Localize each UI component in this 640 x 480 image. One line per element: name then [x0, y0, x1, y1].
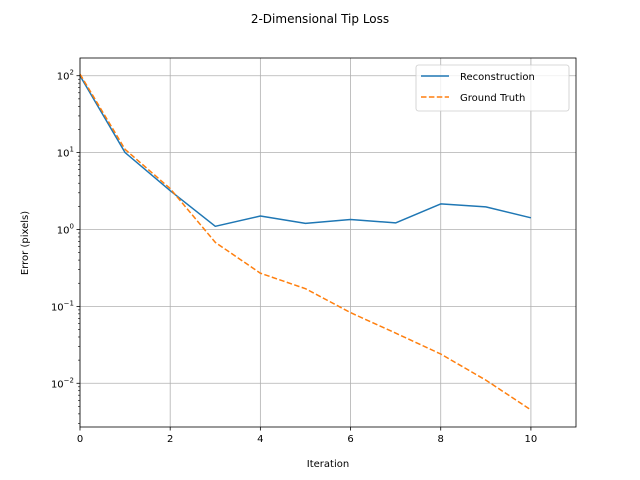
x-tick-label: 10: [525, 434, 538, 445]
y-tick-label: 10−2: [51, 376, 74, 390]
series-line-2: [79, 73, 532, 411]
x-tick-label: 6: [347, 434, 353, 445]
series-line-1: [79, 75, 532, 228]
x-axis-ticks: 0 2 4 6 8 10: [77, 427, 537, 445]
y-tick-label: 100: [57, 222, 74, 236]
plot-series: [79, 73, 532, 411]
y-axis-ticks: 10−2 10−1 100 101 102: [51, 69, 80, 424]
chart-title: 2-Dimensional Tip Loss: [251, 12, 389, 26]
legend-label: Reconstruction: [460, 72, 535, 83]
legend-label: Ground Truth: [460, 93, 525, 104]
grid-lines: [79, 58, 576, 427]
x-tick-label: 4: [257, 434, 263, 445]
y-tick-label: 102: [57, 69, 74, 83]
x-tick-label: 8: [438, 434, 444, 445]
y-tick-label: 101: [57, 146, 74, 160]
legend-box: [415, 64, 570, 112]
y-tick-label: 10−1: [51, 299, 74, 313]
legend: Reconstruction Ground Truth: [415, 64, 570, 112]
x-tick-label: 2: [167, 434, 173, 445]
x-tick-label: 0: [77, 434, 83, 445]
x-axis-label: Iteration: [307, 459, 349, 470]
plot-frame: [79, 57, 577, 428]
y-axis-label: Error (pixels): [20, 211, 31, 275]
